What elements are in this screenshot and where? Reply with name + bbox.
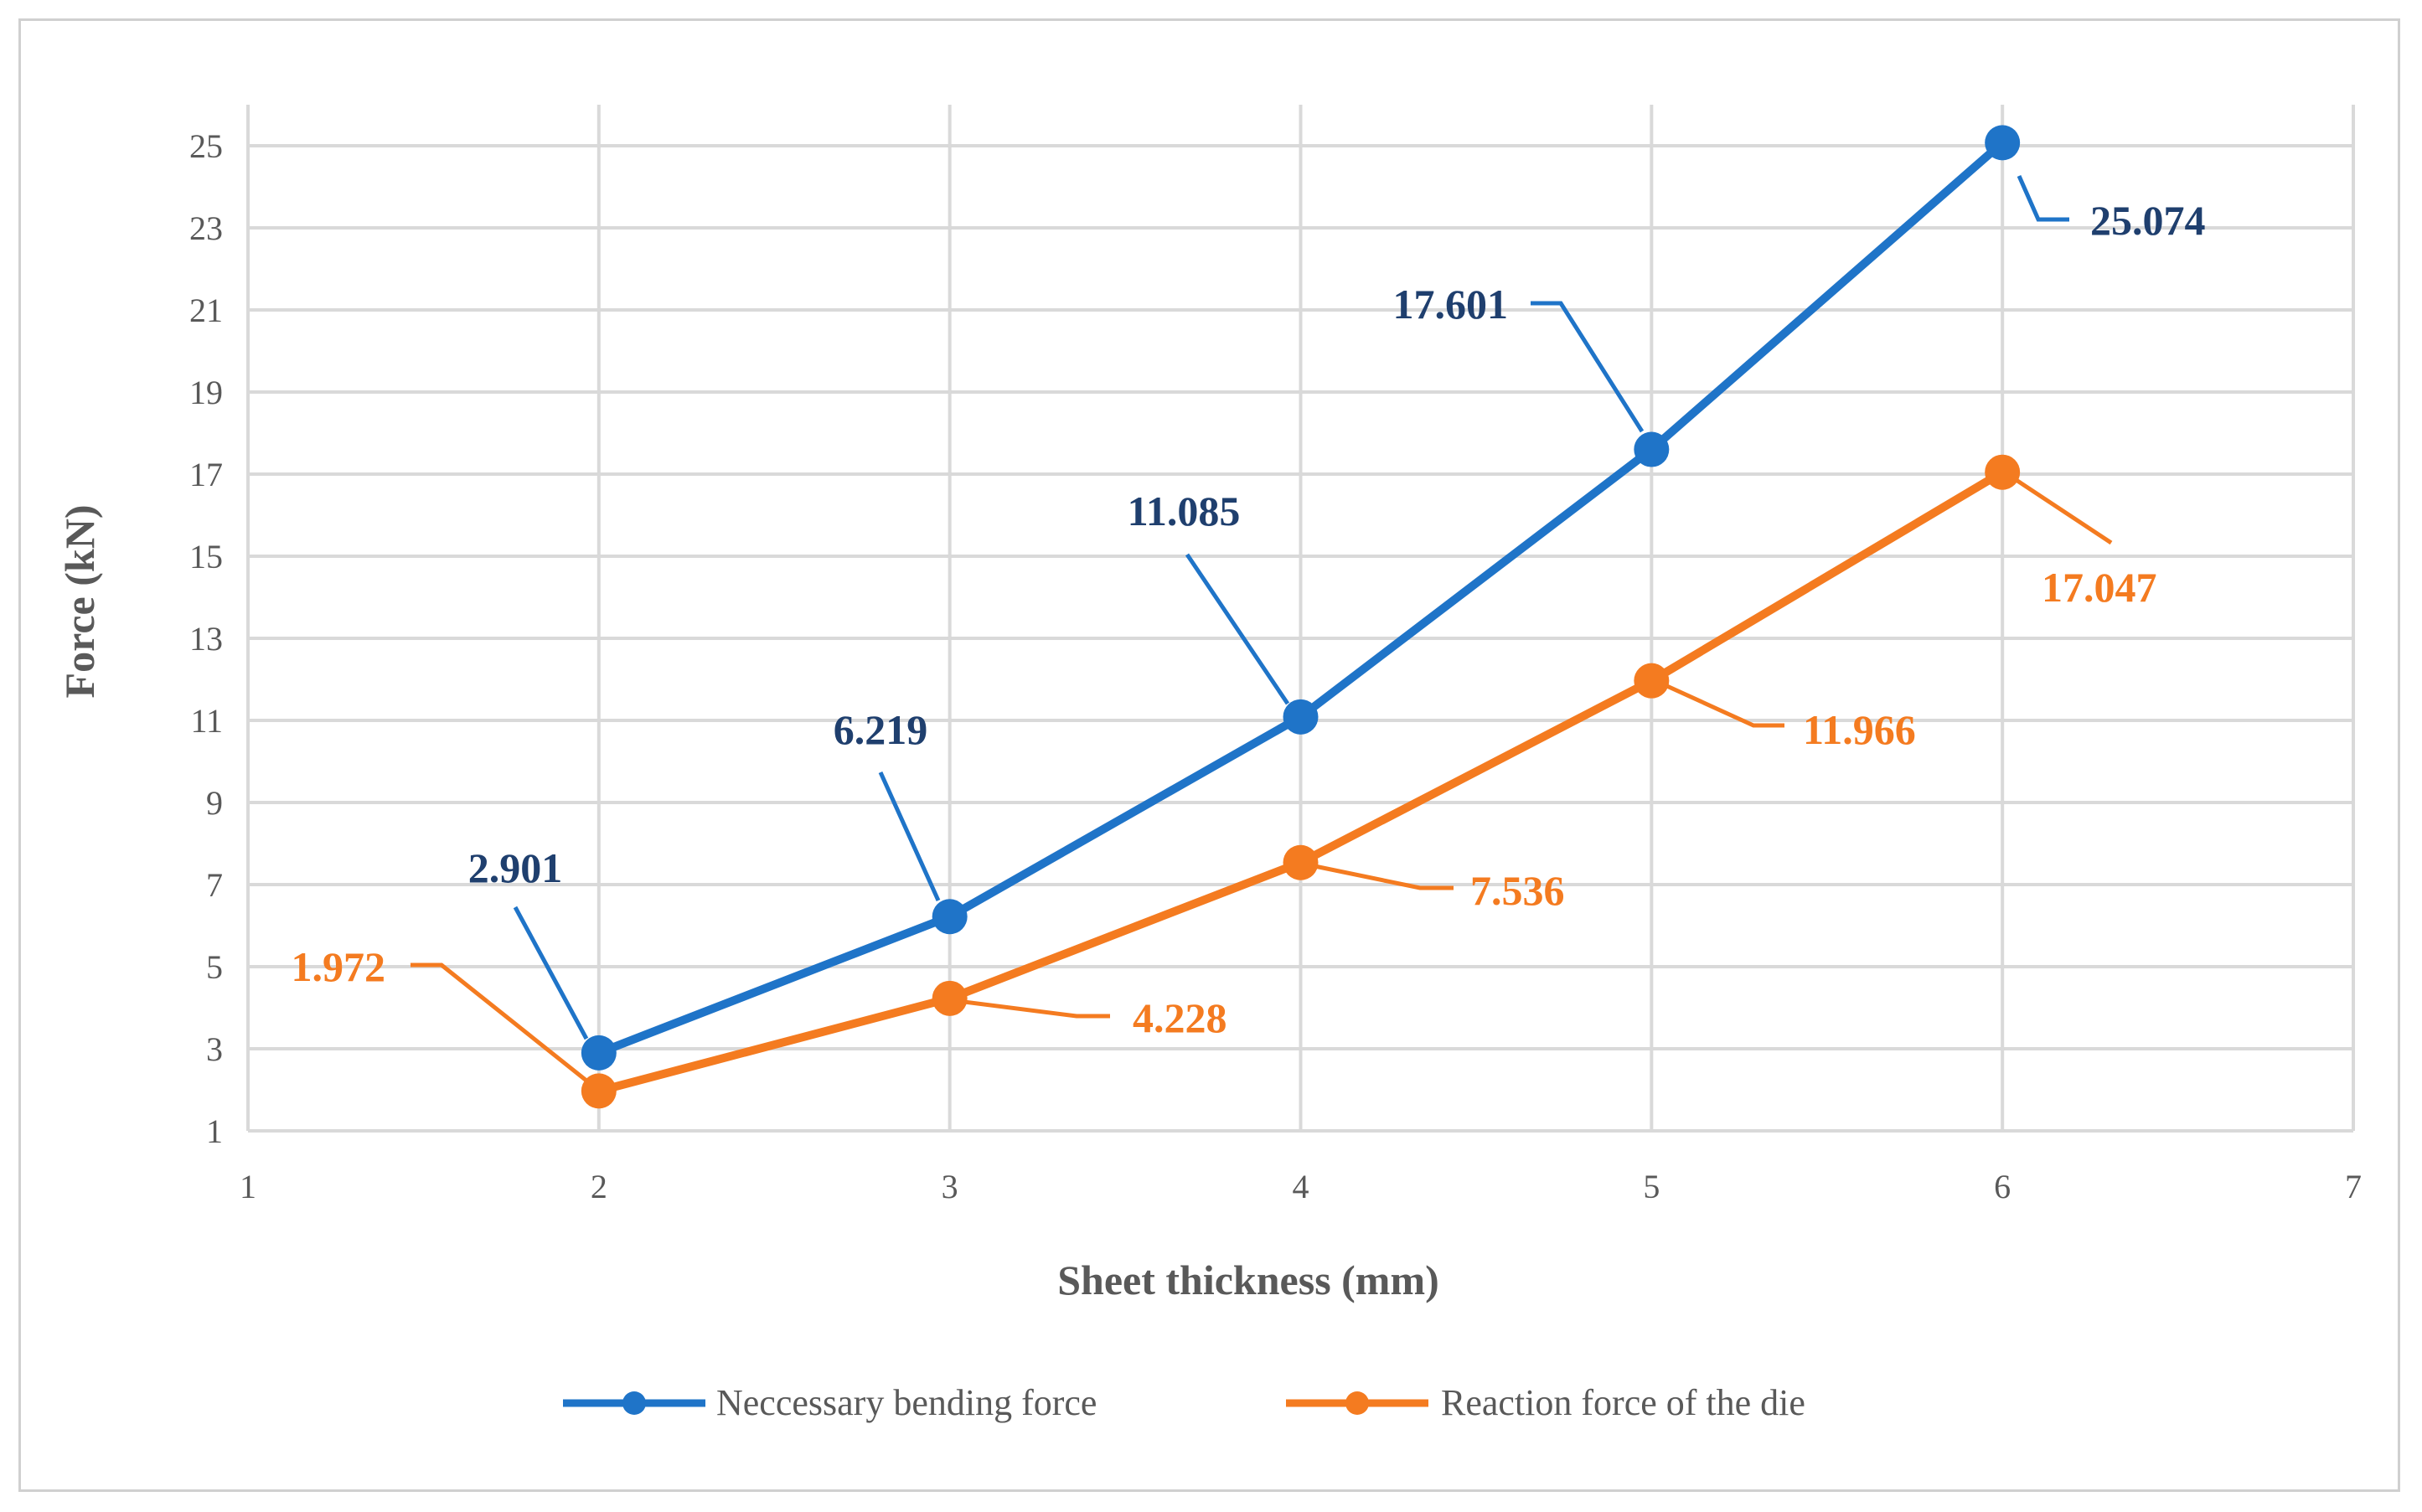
x-axis-title: Sheet thickness (mm) xyxy=(1057,1257,1439,1303)
y-tick-label: 7 xyxy=(206,866,223,904)
data-label: 2.901 xyxy=(468,844,563,891)
x-tick-label: 5 xyxy=(1643,1168,1660,1205)
data-label: 25.074 xyxy=(2090,197,2206,244)
legend-label-bending: Neccessary bending force xyxy=(716,1382,1097,1423)
label-leader-line xyxy=(2017,174,2069,222)
x-tick-label: 1 xyxy=(240,1168,256,1205)
label-leader-line xyxy=(513,906,589,1040)
label-leader-line xyxy=(411,962,588,1082)
label-leader-line xyxy=(1185,553,1290,705)
label-leader-line xyxy=(2001,468,2113,545)
data-label: 6.219 xyxy=(834,706,928,753)
label-leader-line xyxy=(878,771,941,902)
data-label: 4.228 xyxy=(1133,994,1227,1041)
legend-swatch-marker-bending xyxy=(622,1391,646,1415)
data-point xyxy=(1985,125,2021,161)
label-leaders xyxy=(411,174,2113,1082)
data-label: 11.966 xyxy=(1803,706,1916,753)
data-point xyxy=(1283,844,1319,880)
data-point xyxy=(1985,454,2021,490)
label-leader-line xyxy=(1649,676,1784,728)
y-tick-label: 21 xyxy=(189,292,223,329)
y-tick-label: 25 xyxy=(189,127,223,165)
data-point xyxy=(1283,699,1319,735)
y-tick-label: 17 xyxy=(189,456,223,493)
data-point xyxy=(581,1035,617,1071)
series-lines xyxy=(581,125,2021,1109)
y-tick-label: 9 xyxy=(206,784,223,822)
y-tick-label: 5 xyxy=(206,948,223,986)
y-tick-label: 3 xyxy=(206,1030,223,1068)
data-point xyxy=(932,899,968,935)
data-label: 11.085 xyxy=(1128,488,1241,534)
data-point xyxy=(1634,431,1670,467)
y-tick-label: 19 xyxy=(189,374,223,411)
label-leader-line xyxy=(1298,860,1454,890)
data-point xyxy=(1634,663,1670,699)
data-label: 1.972 xyxy=(292,943,386,990)
data-point xyxy=(932,980,968,1016)
x-tick-label: 6 xyxy=(1994,1168,2011,1205)
x-tick-label: 3 xyxy=(942,1168,958,1205)
data-label: 17.601 xyxy=(1393,281,1509,328)
y-tick-label: 11 xyxy=(190,702,223,740)
y-tick-label: 23 xyxy=(189,209,223,247)
data-label: 7.536 xyxy=(1470,867,1565,914)
x-tick-label: 2 xyxy=(591,1168,607,1205)
y-tick-label: 1 xyxy=(206,1112,223,1150)
label-leader-line xyxy=(1531,301,1645,433)
y-tick-label: 15 xyxy=(189,538,223,575)
x-tick-label: 4 xyxy=(1293,1168,1309,1205)
legend-swatch-marker-reaction xyxy=(1345,1391,1369,1415)
data-labels: 2.901 6.219 11.085 17.601 25.074 1.972 4.228 7.… xyxy=(292,197,2206,1041)
legend: Neccessary bending force Reaction force … xyxy=(563,1382,1805,1423)
x-tick-label: 7 xyxy=(2345,1168,2362,1205)
label-leader-line xyxy=(943,997,1110,1019)
y-axis-title: Force (kN) xyxy=(56,505,103,699)
y-tick-label: 13 xyxy=(189,620,223,658)
legend-label-reaction: Reaction force of the die xyxy=(1441,1382,1805,1423)
data-point xyxy=(581,1073,617,1109)
grid xyxy=(246,105,2355,1133)
data-label: 17.047 xyxy=(2042,564,2157,611)
